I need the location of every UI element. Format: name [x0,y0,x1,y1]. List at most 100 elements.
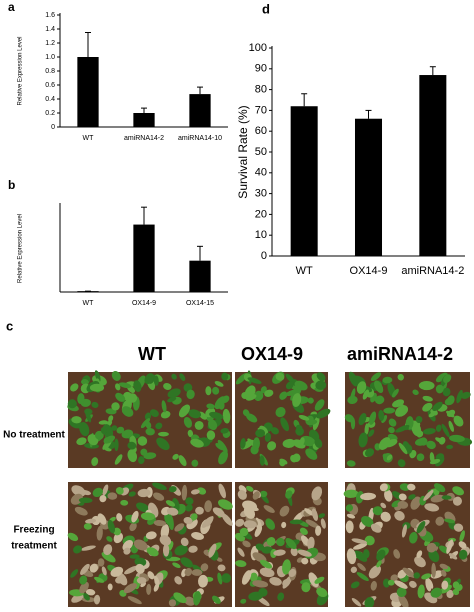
leaf [158,431,169,437]
leaf [101,551,116,563]
leaf [351,538,368,544]
leaf [414,437,428,446]
y-tick-label: 0.2 [45,110,55,117]
leaf [243,520,257,529]
panel-label: d [262,1,270,16]
leaf [218,450,229,465]
leaf [356,572,369,582]
leaf [145,531,157,540]
leaf [212,507,225,518]
leaf [252,491,260,500]
leaf [446,410,455,418]
leaf [407,483,416,491]
leaf [435,453,445,461]
leaf [246,413,258,423]
leaf [379,483,388,492]
leaf [212,595,221,604]
leaf [374,380,384,394]
leaf [153,492,165,501]
leaf [206,403,215,410]
leaf [275,372,285,381]
leaf [453,523,464,532]
leaf [160,524,170,539]
leaf [398,594,409,609]
leaf [432,401,443,411]
leaf [174,523,185,532]
leaf [255,543,265,551]
leaf [80,563,90,575]
leaf [459,530,465,542]
x-tick-label: OX14-9 [132,300,156,307]
leaf [350,581,360,589]
leaf [401,524,407,538]
leaf [123,583,137,594]
leaf [185,504,193,512]
leaf [212,386,220,395]
x-tick-label: amiRNA14-2 [124,135,164,142]
y-tick-label: 0.4 [45,96,55,103]
leaf [279,391,288,400]
leaf [388,426,395,434]
leaf [350,566,357,573]
leaf [441,423,450,438]
leaf [106,536,113,542]
leaf [361,515,374,527]
leaf [70,493,83,505]
leaf [267,441,277,451]
bar [419,75,447,256]
leaf [243,506,256,519]
leaf [369,411,377,425]
leaf [315,525,322,536]
leaf [311,508,318,521]
leaf [368,565,381,579]
leaf [282,579,291,587]
leaf [399,483,411,491]
leaf [221,372,229,381]
leaf [357,563,366,572]
leaf [79,575,88,585]
y-tick-label: 1.6 [45,12,55,19]
leaf [147,571,155,580]
leaf [390,574,398,582]
y-tick-label: 30 [255,188,267,200]
leaf [110,566,124,577]
leaf [394,510,405,521]
leaf [452,588,460,596]
leaf [408,494,416,500]
leaf [458,541,467,549]
leaf [351,597,362,607]
leaf [73,545,82,554]
x-tick-label: WT [83,300,95,307]
leaf [299,527,308,536]
leaf [172,562,181,569]
leaf [264,432,272,442]
leaf [91,457,99,467]
leaf [209,411,224,420]
leaf [353,543,368,550]
leaf [103,435,116,444]
leaf [298,414,310,421]
leaf [159,535,171,546]
leaf [386,454,393,461]
leaf [350,417,356,430]
leaf [167,514,174,531]
leaf [97,513,107,525]
panel-label: c [6,318,13,333]
leaf [208,419,218,431]
leaf [378,437,391,450]
leaf [362,389,370,400]
leaf [383,407,396,414]
leaf [396,587,407,598]
leaf [279,505,290,517]
row-label: Freezing [13,525,54,536]
leaf [364,423,369,436]
column-header: WT [138,344,166,364]
leaf [388,418,397,427]
bar [133,113,155,127]
leaf [316,587,328,598]
y-tick-label: 0 [261,250,267,262]
leaf [417,584,425,599]
leaf [181,484,188,501]
leaf [162,543,170,557]
